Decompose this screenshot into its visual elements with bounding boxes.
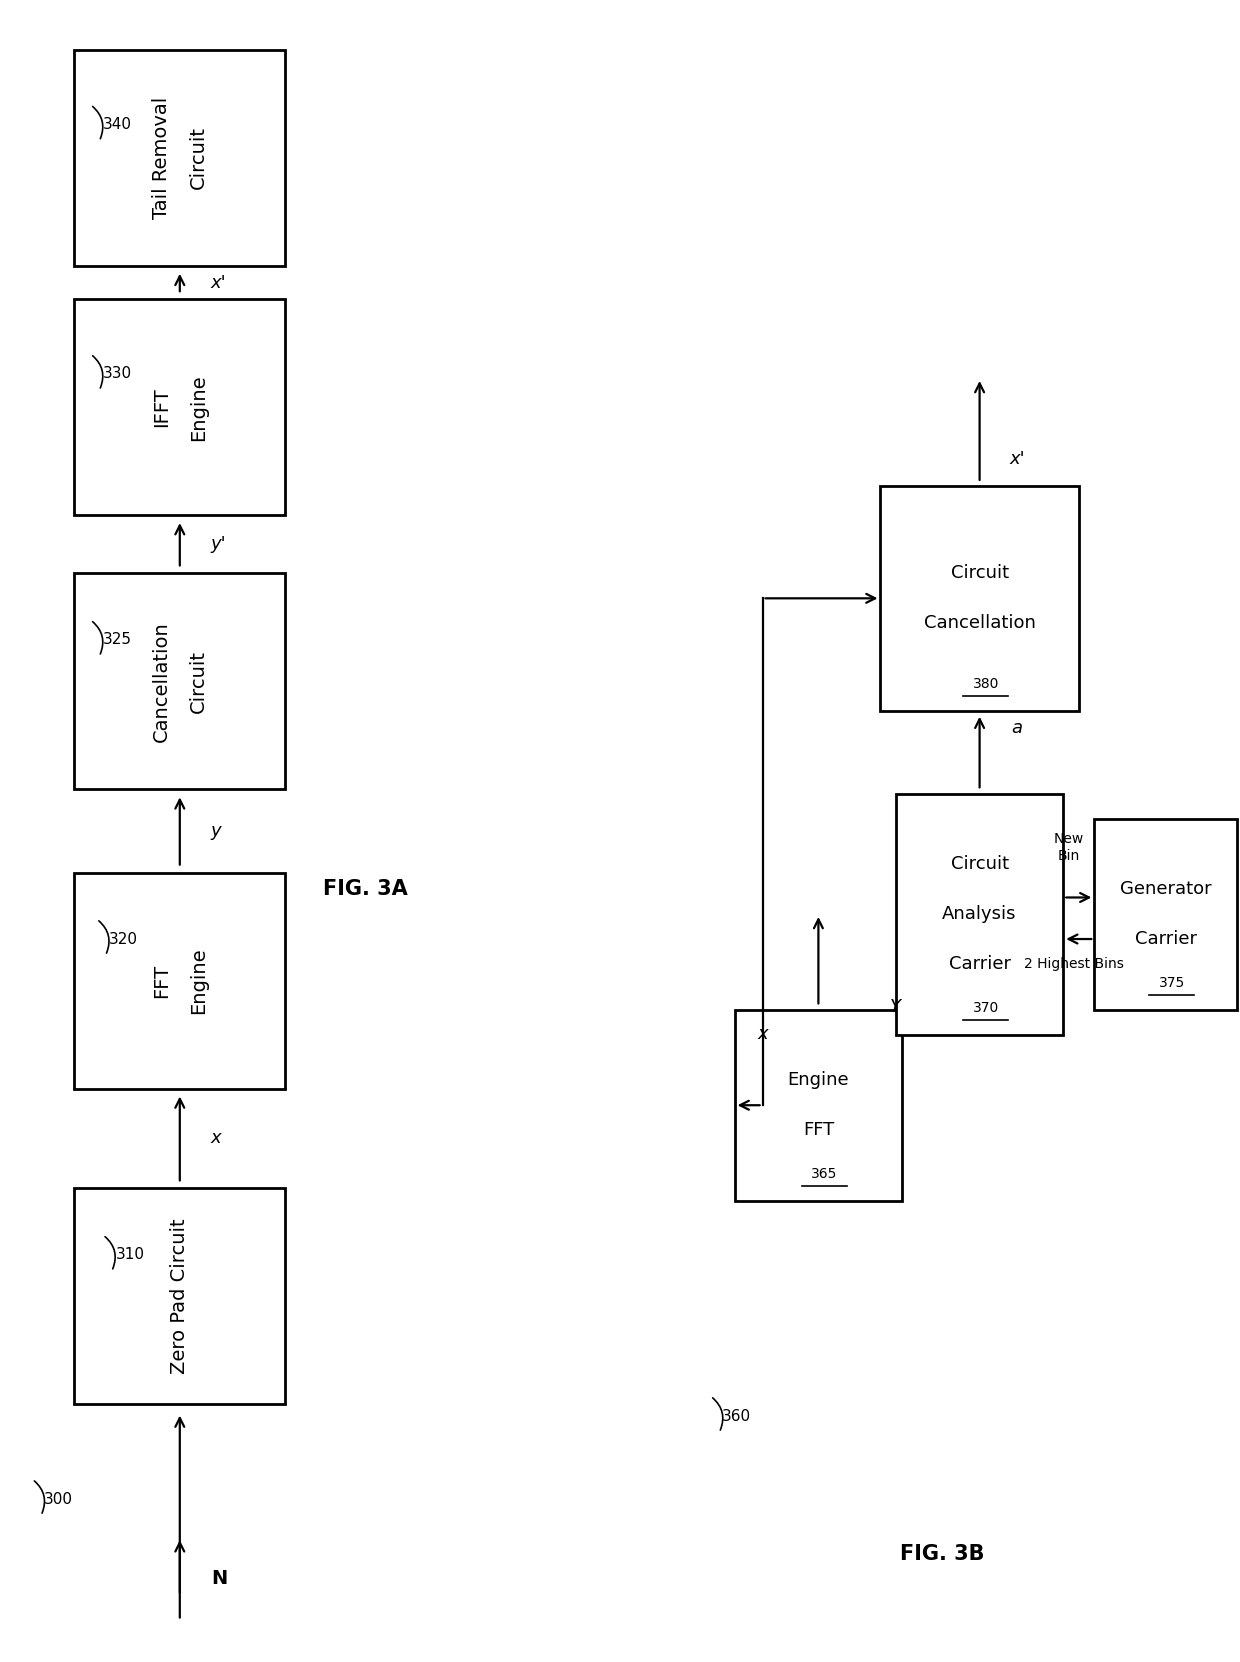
- Text: 2 Highest Bins: 2 Highest Bins: [1024, 957, 1123, 971]
- Text: FIG. 3B: FIG. 3B: [900, 1544, 985, 1564]
- Text: Tail Removal: Tail Removal: [151, 96, 171, 219]
- Bar: [895, 794, 1064, 1034]
- Text: Engine: Engine: [787, 1072, 849, 1089]
- Bar: [74, 1188, 285, 1404]
- Text: 365: 365: [811, 1167, 838, 1180]
- Text: 325: 325: [103, 632, 131, 648]
- Text: 375: 375: [1158, 976, 1185, 989]
- Text: Circuit: Circuit: [951, 565, 1008, 582]
- Bar: [74, 873, 285, 1089]
- Text: 360: 360: [722, 1408, 750, 1424]
- Text: 380: 380: [972, 676, 999, 691]
- Text: FFT: FFT: [802, 1122, 835, 1138]
- Text: 330: 330: [103, 366, 131, 382]
- Bar: [74, 573, 285, 789]
- Text: y': y': [211, 535, 227, 553]
- Text: FIG. 3A: FIG. 3A: [324, 879, 408, 899]
- Text: a: a: [1012, 720, 1022, 736]
- Bar: [1094, 818, 1236, 1009]
- Text: 310: 310: [115, 1246, 144, 1263]
- Bar: [734, 1009, 903, 1200]
- Text: Engine: Engine: [188, 947, 208, 1014]
- Text: 340: 340: [103, 116, 131, 133]
- Text: Y: Y: [890, 999, 900, 1015]
- Text: y: y: [211, 823, 222, 839]
- Bar: [880, 485, 1079, 711]
- Text: Circuit: Circuit: [951, 856, 1008, 873]
- Text: N: N: [211, 1569, 227, 1589]
- Text: 300: 300: [43, 1491, 72, 1507]
- Text: x: x: [211, 1130, 222, 1147]
- Text: x': x': [1009, 450, 1024, 467]
- Bar: [74, 299, 285, 515]
- Text: Generator: Generator: [1120, 881, 1211, 897]
- Text: 320: 320: [109, 931, 138, 947]
- Text: New
Bin: New Bin: [1054, 833, 1084, 863]
- Text: Circuit: Circuit: [188, 650, 208, 713]
- Text: Analysis: Analysis: [942, 906, 1017, 922]
- Text: Cancellation: Cancellation: [151, 622, 171, 741]
- Text: Zero Pad Circuit: Zero Pad Circuit: [170, 1218, 190, 1374]
- Bar: [74, 50, 285, 266]
- Text: FFT: FFT: [151, 964, 171, 997]
- Text: Engine: Engine: [188, 374, 208, 440]
- Text: IFFT: IFFT: [151, 387, 171, 427]
- Text: Circuit: Circuit: [188, 126, 208, 189]
- Text: x': x': [211, 274, 227, 291]
- Text: Carrier: Carrier: [1135, 931, 1197, 947]
- Text: 370: 370: [972, 1001, 999, 1014]
- Text: x: x: [758, 1025, 768, 1042]
- Text: Cancellation: Cancellation: [924, 615, 1035, 632]
- Text: Carrier: Carrier: [949, 956, 1011, 972]
